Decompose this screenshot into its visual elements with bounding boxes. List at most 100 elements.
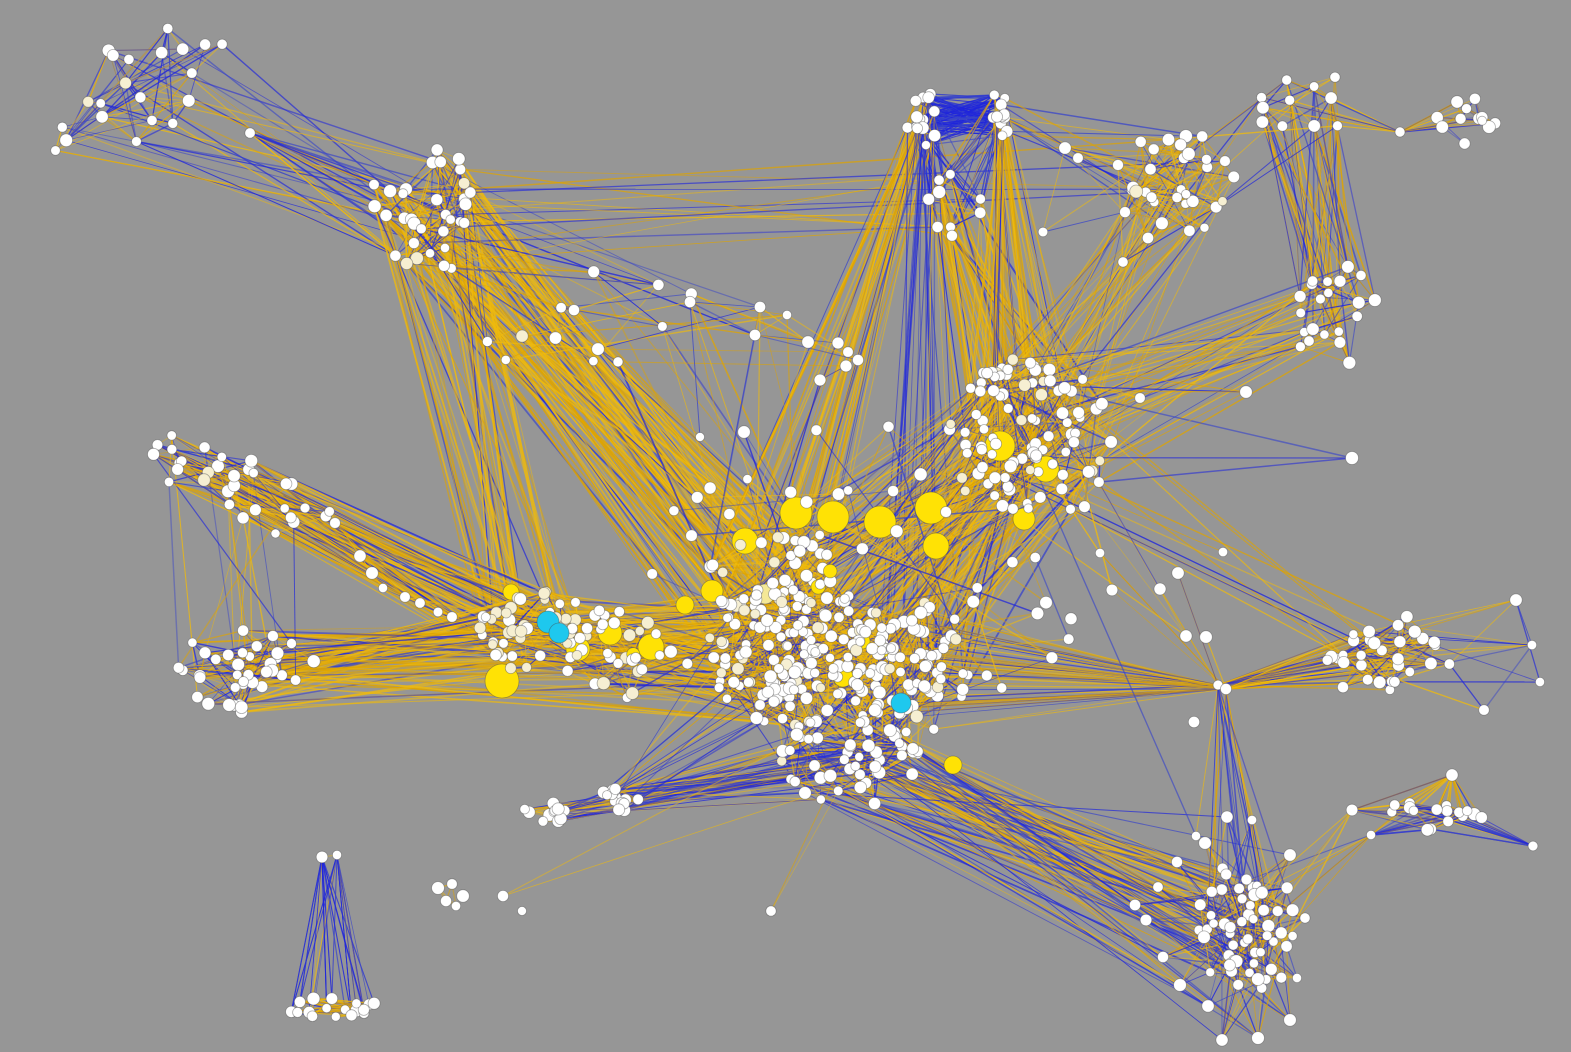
graph-node[interactable] — [650, 628, 662, 640]
graph-node[interactable] — [82, 95, 95, 108]
graph-node[interactable] — [743, 676, 754, 688]
graph-node[interactable] — [1112, 159, 1124, 171]
graph-node[interactable] — [824, 629, 838, 643]
graph-node[interactable] — [1295, 341, 1306, 353]
graph-node[interactable] — [945, 169, 956, 180]
graph-node[interactable] — [500, 354, 511, 365]
graph-node[interactable] — [210, 653, 222, 665]
graph-node[interactable] — [147, 447, 160, 461]
graph-node[interactable] — [1219, 155, 1231, 167]
graph-node[interactable] — [279, 477, 293, 491]
graph-node[interactable] — [1256, 101, 1270, 115]
graph-node[interactable] — [1141, 231, 1155, 245]
graph-node[interactable] — [324, 506, 335, 517]
graph-node[interactable] — [59, 133, 73, 148]
graph-node[interactable] — [286, 638, 297, 649]
graph-node[interactable] — [612, 356, 624, 368]
graph-node[interactable] — [1435, 120, 1449, 134]
graph-node[interactable] — [198, 441, 211, 454]
graph-node[interactable] — [1119, 206, 1131, 219]
graph-node[interactable] — [1205, 885, 1218, 898]
graph-node[interactable] — [260, 665, 273, 679]
graph-node[interactable] — [367, 199, 382, 214]
graph-node[interactable] — [515, 329, 529, 343]
graph-node[interactable] — [1281, 74, 1293, 86]
graph-node[interactable] — [414, 597, 426, 609]
graph-node[interactable] — [1355, 659, 1368, 672]
graph-node[interactable] — [1173, 978, 1187, 992]
graph-node[interactable] — [1283, 1013, 1297, 1027]
graph-node[interactable] — [613, 606, 625, 618]
graph-node[interactable] — [521, 662, 532, 673]
graph-node[interactable] — [1224, 921, 1237, 934]
graph-node[interactable] — [1251, 972, 1265, 986]
graph-node[interactable] — [602, 648, 613, 659]
graph-node[interactable] — [1255, 947, 1266, 958]
graph-node[interactable] — [1227, 939, 1239, 951]
graph-node[interactable] — [481, 336, 493, 347]
graph-node[interactable] — [199, 38, 212, 51]
graph-node[interactable] — [1351, 295, 1366, 310]
graph-node[interactable] — [922, 192, 935, 206]
graph-node[interactable] — [1205, 967, 1216, 978]
graph-node[interactable] — [1139, 913, 1153, 927]
graph-node[interactable] — [1407, 624, 1422, 639]
graph-node[interactable] — [95, 98, 106, 109]
graph-node[interactable] — [439, 242, 450, 253]
graph-node[interactable] — [1366, 830, 1377, 841]
graph-node[interactable] — [1147, 143, 1160, 156]
graph-node[interactable] — [1295, 307, 1306, 319]
graph-node[interactable] — [818, 608, 833, 623]
graph-node[interactable] — [1255, 886, 1269, 900]
graph-node[interactable] — [430, 193, 444, 207]
graph-node[interactable] — [762, 639, 775, 652]
graph-node[interactable] — [713, 682, 725, 693]
graph-node[interactable] — [587, 265, 600, 279]
graph-node[interactable] — [1527, 840, 1539, 852]
graph-node-highlight-yellow[interactable] — [700, 579, 724, 603]
graph-node[interactable] — [622, 628, 637, 642]
graph-node[interactable] — [489, 648, 502, 662]
graph-node[interactable] — [457, 177, 471, 190]
graph-node[interactable] — [607, 616, 621, 630]
graph-node[interactable] — [1208, 918, 1219, 929]
graph-node[interactable] — [909, 95, 922, 107]
graph-node[interactable] — [548, 331, 563, 345]
graph-node[interactable] — [1361, 674, 1374, 686]
graph-node[interactable] — [664, 644, 678, 659]
graph-node-highlight-yellow[interactable] — [731, 527, 759, 555]
graph-node[interactable] — [223, 498, 235, 511]
graph-node[interactable] — [799, 691, 814, 705]
graph-node[interactable] — [1468, 92, 1481, 105]
graph-node[interactable] — [825, 652, 835, 663]
graph-node[interactable] — [928, 105, 941, 118]
graph-node[interactable] — [193, 671, 207, 684]
graph-node[interactable] — [123, 53, 135, 65]
graph-node[interactable] — [131, 136, 142, 147]
graph-node[interactable] — [289, 674, 302, 686]
graph-node[interactable] — [1306, 322, 1320, 336]
graph-node[interactable] — [50, 145, 61, 156]
graph-node[interactable] — [1220, 810, 1234, 824]
graph-node[interactable] — [234, 700, 249, 714]
graph-node[interactable] — [1265, 962, 1278, 976]
graph-node[interactable] — [570, 597, 581, 608]
graph-node[interactable] — [728, 617, 742, 631]
graph-node[interactable] — [498, 638, 509, 649]
graph-node[interactable] — [768, 654, 780, 666]
graph-node[interactable] — [279, 503, 290, 514]
graph-node[interactable] — [1161, 133, 1176, 147]
graph-node[interactable] — [561, 665, 574, 677]
graph-node[interactable] — [400, 256, 414, 270]
graph-node[interactable] — [1394, 126, 1406, 138]
graph-node[interactable] — [1337, 681, 1350, 694]
graph-node[interactable] — [487, 639, 498, 650]
graph-node[interactable] — [464, 186, 477, 199]
graph-node[interactable] — [1372, 675, 1387, 690]
graph-node[interactable] — [134, 91, 147, 104]
graph-node[interactable] — [236, 511, 250, 525]
graph-node[interactable] — [1355, 649, 1367, 661]
graph-node[interactable] — [820, 591, 834, 605]
